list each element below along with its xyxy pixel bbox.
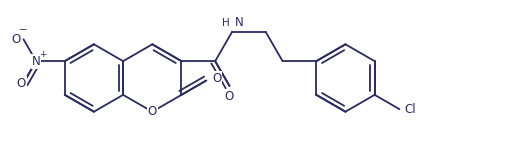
Text: N: N (234, 17, 243, 29)
Text: N: N (32, 55, 40, 68)
Text: O: O (12, 33, 21, 46)
Text: O: O (147, 105, 157, 118)
Text: Cl: Cl (403, 103, 415, 116)
Text: O: O (224, 90, 234, 103)
Text: O: O (212, 72, 221, 85)
Text: H: H (221, 18, 229, 28)
Text: −: − (19, 25, 28, 35)
Text: O: O (16, 77, 26, 90)
Text: +: + (39, 50, 46, 59)
